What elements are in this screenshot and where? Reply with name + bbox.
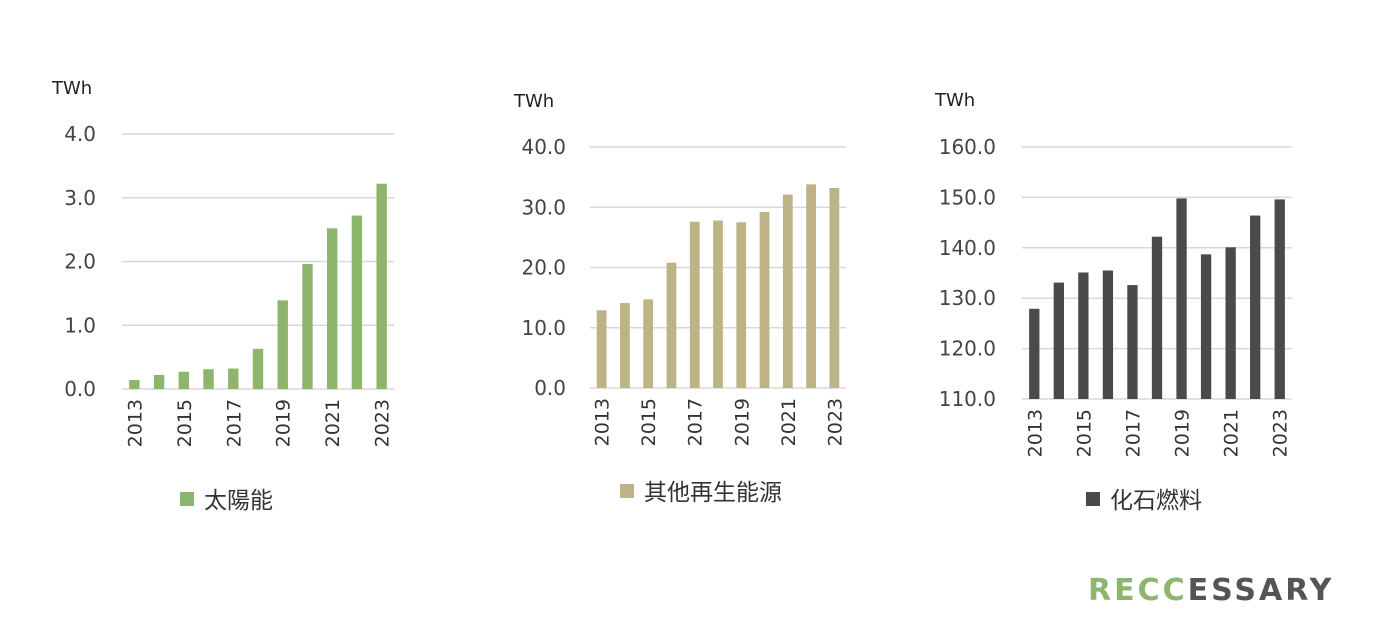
- x-tick-label: 2021: [778, 398, 800, 446]
- y-tick-label: 140.0: [939, 236, 996, 260]
- y-tick-label: 110.0: [939, 387, 996, 411]
- y-tick-label: 130.0: [939, 286, 996, 310]
- y-tick-label: 160.0: [939, 135, 996, 159]
- bar-2019: [277, 300, 288, 389]
- bar-2018: [713, 220, 723, 388]
- y-tick-label: 10.0: [521, 316, 566, 340]
- bar-2013: [596, 310, 607, 388]
- y-unit-label: TWh: [513, 91, 554, 112]
- bar-2016: [666, 262, 677, 388]
- x-tick-label: 2015: [174, 399, 196, 447]
- x-tick-label: 2019: [731, 398, 753, 446]
- x-tick-label: 2017: [223, 399, 245, 447]
- bar-2014: [1053, 282, 1064, 399]
- y-unit-label: TWh: [51, 78, 92, 99]
- bar-2015: [1078, 272, 1089, 399]
- bar-2022: [351, 215, 363, 389]
- bar-2015: [178, 371, 190, 389]
- y-tick-label: 30.0: [521, 195, 566, 219]
- x-tick-label: 2015: [1073, 409, 1095, 457]
- bar-2017: [1127, 285, 1138, 399]
- x-tick-label: 2015: [638, 398, 660, 446]
- bar-2019: [1176, 198, 1187, 399]
- y-tick-label: 40.0: [521, 135, 566, 159]
- y-tick-label: 120.0: [939, 337, 996, 361]
- bar-2017: [228, 368, 239, 389]
- x-tick-label: 2023: [372, 399, 394, 447]
- fossil-fuel-chart: TWh 110.0 120.0 130.0 140.0 150.0 160.0 2013 201…: [934, 90, 1292, 514]
- bar-2023: [1274, 199, 1285, 399]
- bar-2013: [1029, 308, 1040, 399]
- bar-2014: [153, 374, 165, 389]
- bar-2018: [252, 348, 264, 389]
- y-tick-label: 20.0: [521, 256, 566, 280]
- bar-2021: [782, 194, 793, 388]
- y-tick-label: 0.0: [534, 376, 566, 400]
- legend-label: 化石燃料: [1110, 488, 1202, 514]
- legend-label: 其他再生能源: [644, 480, 782, 506]
- y-tick-label: 3.0: [64, 186, 96, 210]
- x-tick-label: 2013: [124, 399, 146, 447]
- x-tick-label: 2013: [1024, 409, 1046, 457]
- other-renewables-chart: TWh 0.0 10.0 20.0 30.0 40.0 2013 2015 2017 2019 20…: [513, 91, 846, 506]
- bar-2017: [689, 221, 700, 388]
- bar-2020: [1200, 254, 1212, 399]
- svg-text:RECCESSARY: RECCESSARY: [1088, 573, 1334, 608]
- x-tick-label: 2017: [1122, 409, 1144, 457]
- bar-2023: [376, 183, 387, 389]
- bar-2018: [1151, 236, 1163, 399]
- bar-2023: [829, 187, 840, 388]
- y-tick-label: 0.0: [64, 377, 96, 401]
- x-tick-label: 2019: [1172, 409, 1194, 457]
- legend-label: 太陽能: [204, 488, 273, 514]
- y-tick-label: 150.0: [939, 185, 996, 209]
- bar-2022: [806, 184, 816, 388]
- x-tick-label: 2021: [1221, 409, 1243, 457]
- logo: RECCESSARY: [1088, 573, 1334, 608]
- bar-2016: [203, 369, 214, 389]
- bar-2021: [1225, 247, 1236, 399]
- x-tick-label: 2019: [273, 399, 295, 447]
- bar-2014: [620, 303, 630, 388]
- bar-2015: [643, 299, 654, 388]
- y-tick-label: 2.0: [64, 250, 96, 274]
- bar-2021: [326, 228, 338, 389]
- x-tick-label: 2013: [592, 398, 614, 446]
- x-tick-label: 2017: [685, 398, 707, 446]
- logo-part-2: ESSARY: [1188, 573, 1335, 608]
- bar-2020: [759, 212, 770, 388]
- x-tick-label: 2023: [1270, 409, 1292, 457]
- bar-2019: [736, 222, 747, 388]
- bar-2022: [1250, 215, 1261, 399]
- solar-chart: TWh 0.0 1.0 2.0 3.0 4.0 2013 2015 2017 2019 2021 20…: [51, 78, 394, 514]
- x-tick-label: 2021: [322, 399, 344, 447]
- logo-part-1: RECC: [1088, 573, 1188, 608]
- legend-swatch: [180, 492, 194, 506]
- bar-2016: [1102, 270, 1114, 399]
- legend-swatch: [620, 484, 634, 498]
- bar-2020: [302, 264, 313, 389]
- y-tick-label: 1.0: [64, 313, 96, 337]
- y-tick-label: 4.0: [64, 122, 96, 146]
- legend-swatch: [1086, 492, 1100, 506]
- x-tick-label: 2023: [824, 398, 846, 446]
- bar-2013: [129, 380, 140, 389]
- y-unit-label: TWh: [934, 90, 975, 111]
